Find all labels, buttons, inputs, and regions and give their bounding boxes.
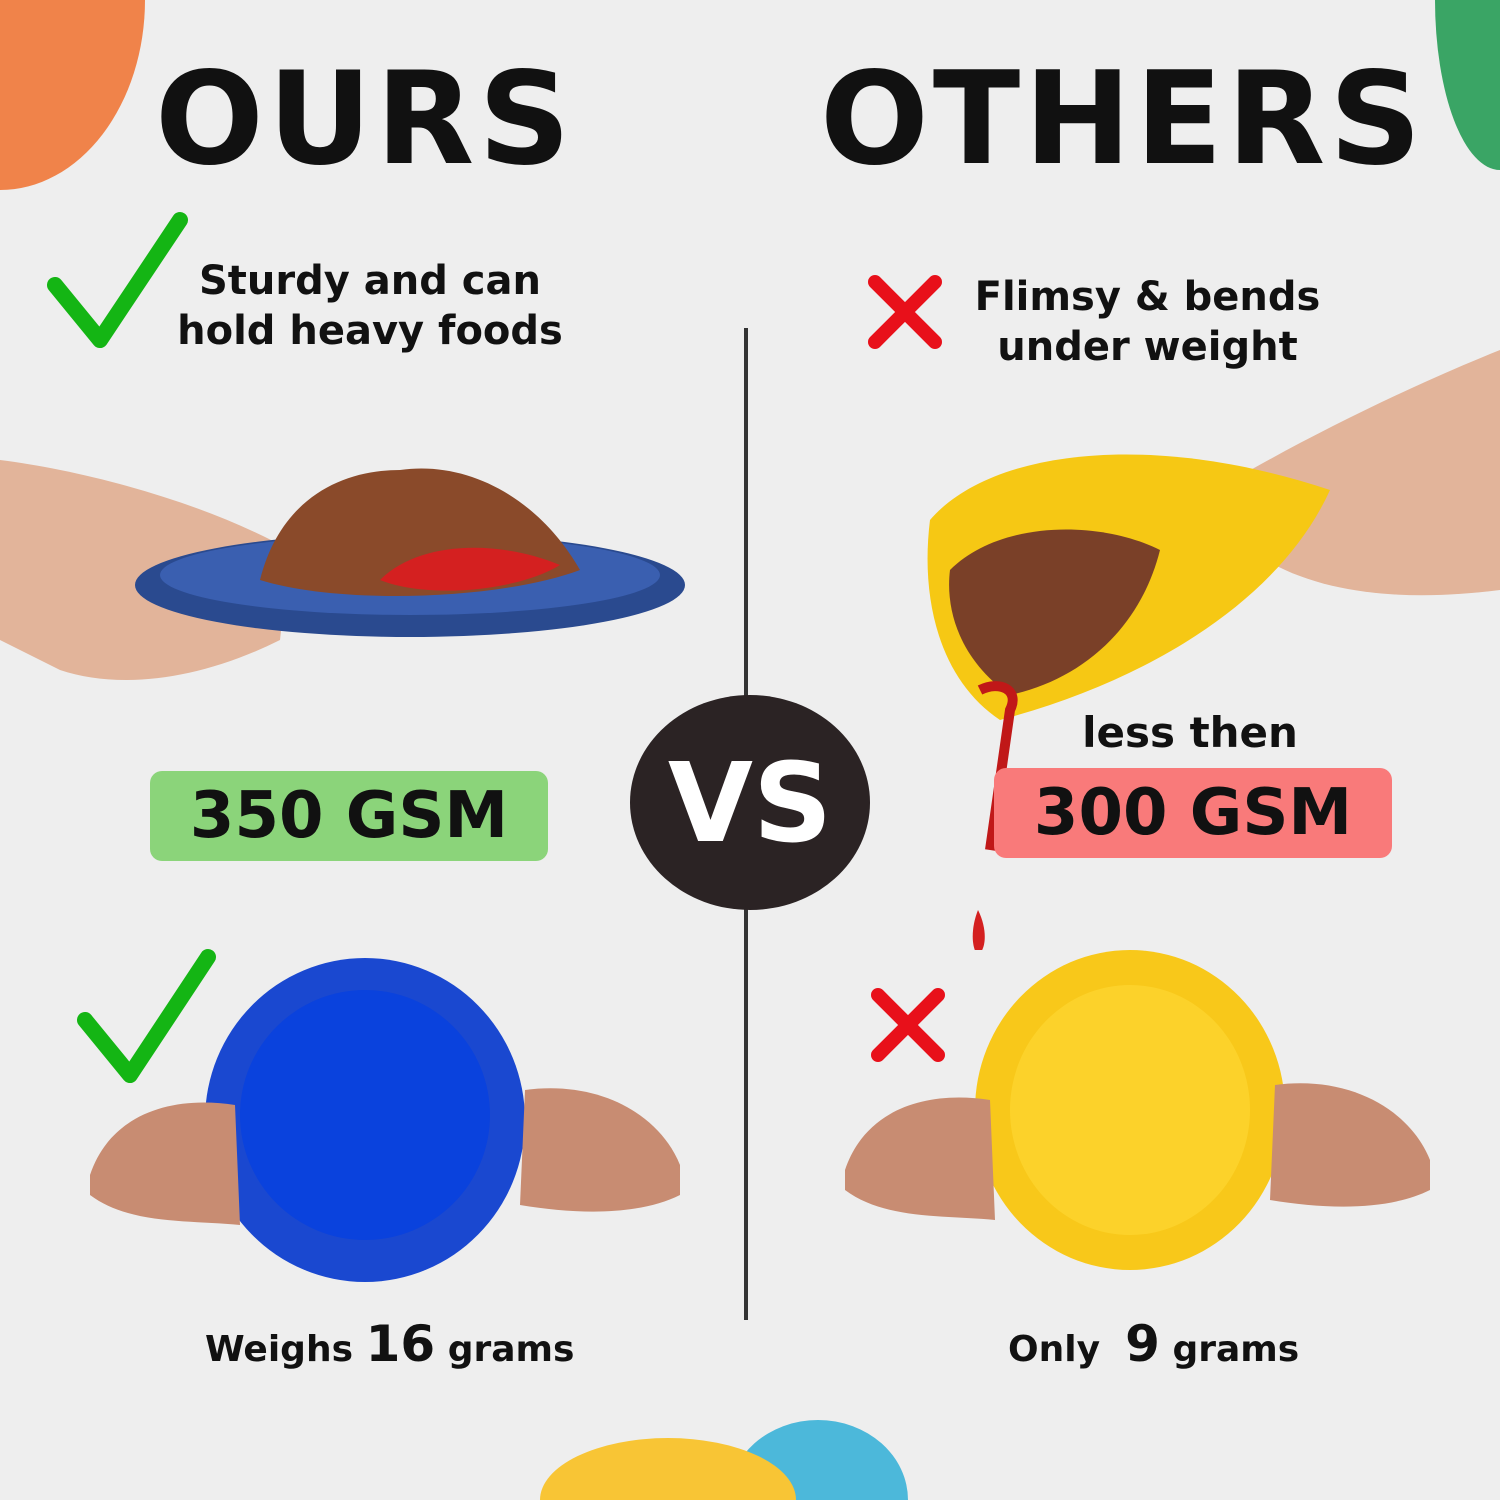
others-weight: Only 9 grams xyxy=(1008,1315,1299,1373)
ours-weight-value: 16 xyxy=(365,1315,436,1373)
ours-gsm-badge: 350 GSM xyxy=(150,771,548,861)
others-claim-line1: Flimsy & bends xyxy=(974,274,1321,320)
ours-claim: Sturdy and can hold heavy foods xyxy=(160,256,580,356)
others-gsm-badge: 300 GSM xyxy=(994,768,1392,858)
vs-circle: VS xyxy=(630,695,870,910)
sturdy-plate-with-food-image xyxy=(0,460,685,680)
ours-claim-line2: hold heavy foods xyxy=(177,308,563,354)
yellow-plate-held-image xyxy=(845,950,1430,1270)
cross-icon xyxy=(871,988,945,1062)
ours-title: OURS xyxy=(155,45,575,194)
check-icon xyxy=(77,949,216,1083)
green-circle-decoration xyxy=(1435,0,1500,170)
others-gsm-prefix: less then xyxy=(1082,708,1298,757)
ours-weight: Weighs 16 grams xyxy=(205,1315,574,1373)
vs-label: VS xyxy=(667,738,833,867)
flimsy-bent-plate-image xyxy=(927,350,1500,950)
others-title: OTHERS xyxy=(820,45,1426,194)
blue-plate-held-image xyxy=(90,958,680,1282)
orange-circle-decoration xyxy=(0,0,145,190)
others-weight-unit: grams xyxy=(1172,1329,1300,1370)
ours-claim-line1: Sturdy and can xyxy=(199,258,541,304)
others-weight-value: 9 xyxy=(1125,1315,1160,1373)
others-weight-prefix: Only xyxy=(1008,1329,1101,1370)
others-claim-line2: under weight xyxy=(997,324,1298,370)
cross-icon xyxy=(868,275,942,349)
others-claim: Flimsy & bends under weight xyxy=(955,272,1340,372)
ours-weight-unit: grams xyxy=(447,1329,575,1370)
ours-weight-prefix: Weighs xyxy=(205,1329,354,1370)
check-icon xyxy=(47,212,188,348)
